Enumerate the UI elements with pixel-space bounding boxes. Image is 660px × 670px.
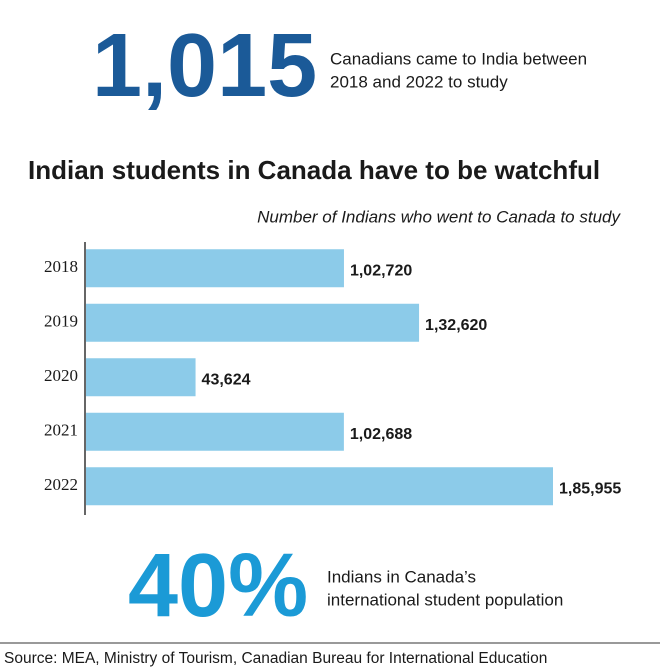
bar <box>86 358 196 397</box>
stat-text: Indians in Canada’s <box>327 567 476 586</box>
chart-subtitle: Number of Indians who went to Canada to … <box>257 207 621 226</box>
bar <box>86 467 553 506</box>
stat-number: 40% <box>128 536 308 636</box>
data-label: 43,624 <box>202 371 251 388</box>
data-label: 1,85,955 <box>559 480 621 497</box>
y-tick-label: 2018 <box>44 257 78 276</box>
stat-text: international student population <box>327 590 563 609</box>
y-tick-label: 2019 <box>44 312 78 331</box>
headline-number: 1,015 <box>92 16 317 116</box>
bar <box>86 412 344 451</box>
data-label: 1,02,688 <box>350 426 412 443</box>
chart-title: Indian students in Canada have to be wat… <box>28 155 600 185</box>
y-tick-label: 2021 <box>44 421 78 440</box>
data-label: 1,32,620 <box>425 317 487 334</box>
source: Source: MEA, Ministry of Tourism, Canadi… <box>4 650 547 667</box>
y-tick-label: 2020 <box>44 366 78 385</box>
y-tick-label: 2022 <box>44 475 78 494</box>
data-label: 1,02,720 <box>350 262 412 279</box>
headline-text: 2018 and 2022 to study <box>330 72 508 91</box>
bar <box>86 303 420 342</box>
bar <box>86 249 344 288</box>
headline-text: Canadians came to India between <box>330 49 587 68</box>
